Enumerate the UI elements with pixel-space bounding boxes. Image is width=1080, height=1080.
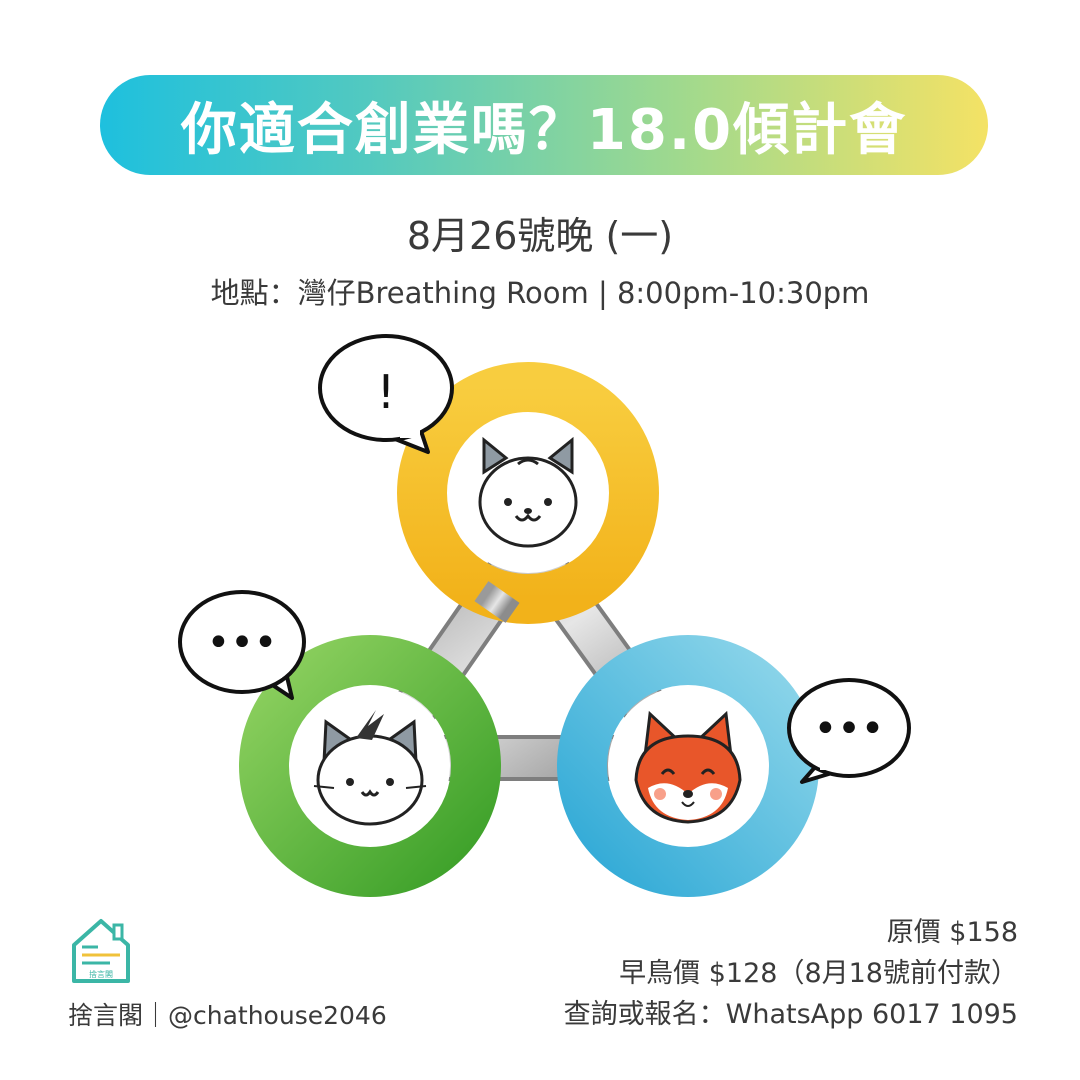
dog-icon <box>478 436 578 548</box>
price-block: 原價 $158 早鳥價 $128（8月18號前付款） 查詢或報名：WhatsAp… <box>564 912 1018 1035</box>
bubble-top-text: ! <box>377 365 395 419</box>
event-date: 8月26號晚 (一) <box>406 214 674 258</box>
brand-handle: 捨言閣｜@chathouse2046 <box>68 1001 387 1030</box>
early-bird-price: 早鳥價 $128（8月18號前付款） <box>619 958 1018 989</box>
contact-info: 查詢或報名：WhatsApp 6017 1095 <box>563 999 1018 1030</box>
event-venue: 地點：灣仔Breathing Room | 8:00pm-10:30pm <box>210 276 870 310</box>
triangle-illustration: ! ••• ••• <box>178 334 911 897</box>
speech-bubble-left: ••• <box>178 590 306 700</box>
chathouse-logo-icon: 捨言閣 <box>72 919 130 983</box>
cat-icon <box>313 710 427 826</box>
logo-text: 捨言閣 <box>89 969 113 979</box>
fox-icon <box>634 710 742 824</box>
speech-bubble-right: ••• <box>787 678 911 784</box>
title-banner: 你適合創業嗎？18.0傾計會 <box>100 75 988 175</box>
steel-triangle <box>336 505 728 781</box>
event-title: 你適合創業嗎？18.0傾計會 <box>180 97 908 163</box>
speech-bubble-top: ! <box>318 334 454 454</box>
bubble-right-text: ••• <box>814 706 885 752</box>
original-price: 原價 $158 <box>886 917 1018 948</box>
bubble-left-text: ••• <box>207 620 278 666</box>
